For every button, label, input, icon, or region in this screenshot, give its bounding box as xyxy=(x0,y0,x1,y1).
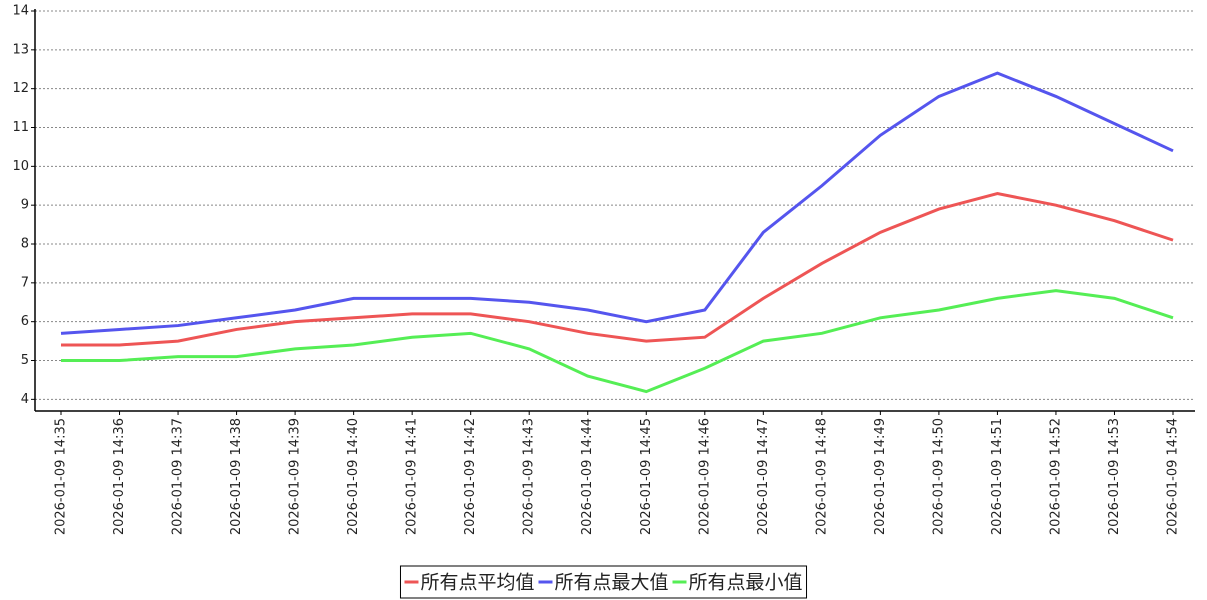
y-tick-label: 7 xyxy=(21,275,29,290)
x-tick-label: 2026-01-09 14:48 xyxy=(814,418,829,535)
series-line xyxy=(60,71,1174,335)
y-tick-label: 8 xyxy=(21,237,29,252)
x-tick-label: 2026-01-09 14:43 xyxy=(522,418,537,535)
y-tick-label: 10 xyxy=(12,159,29,174)
series-line xyxy=(61,289,1174,394)
x-tick-label: 2026-01-09 14:51 xyxy=(990,418,1005,535)
x-tick-label: 2026-01-09 14:49 xyxy=(873,418,888,535)
x-tick-label: 2026-01-09 14:37 xyxy=(171,418,186,535)
x-tick-label: 2026-01-09 14:50 xyxy=(931,418,946,535)
legend-box xyxy=(399,565,808,599)
legend-label: 所有点最小值 xyxy=(689,572,803,594)
y-tick-label: 11 xyxy=(12,120,29,135)
x-tick-label: 2026-01-09 14:46 xyxy=(697,418,712,535)
y-tick-label: 12 xyxy=(12,81,29,96)
x-tick-label: 2026-01-09 14:42 xyxy=(463,418,478,535)
y-tick-label: 14 xyxy=(12,4,29,19)
legend-label: 所有点最大值 xyxy=(554,572,668,594)
y-tick-label: 5 xyxy=(21,353,29,368)
x-tick-label: 2026-01-09 14:54 xyxy=(1166,418,1181,535)
legend-label: 所有点平均值 xyxy=(420,572,534,594)
y-tick-label: 9 xyxy=(21,198,29,213)
x-tick-label: 2026-01-09 14:45 xyxy=(639,418,654,535)
y-tick-label: 6 xyxy=(21,314,29,329)
x-tick-label: 2026-01-09 14:35 xyxy=(54,418,69,535)
x-tick-label: 2026-01-09 14:39 xyxy=(288,418,303,535)
x-tick-label: 2026-01-09 14:38 xyxy=(229,418,244,535)
y-tick-label: 4 xyxy=(21,392,29,407)
series-line xyxy=(61,191,1174,347)
legend: 所有点平均值 所有点最大值 所有点最小值 xyxy=(399,565,808,599)
x-tick-label: 2026-01-09 14:52 xyxy=(1048,418,1063,535)
x-tick-label: 2026-01-09 14:44 xyxy=(580,418,595,535)
x-tick-label: 2026-01-09 14:36 xyxy=(112,418,127,535)
x-tick-label: 2026-01-09 14:40 xyxy=(346,418,361,535)
x-tick-label: 2026-01-09 14:47 xyxy=(756,418,771,535)
x-tick-label: 2026-01-09 14:53 xyxy=(1107,418,1122,535)
x-tick-label: 2026-01-09 14:41 xyxy=(405,418,420,535)
y-tick-label: 13 xyxy=(12,42,29,57)
